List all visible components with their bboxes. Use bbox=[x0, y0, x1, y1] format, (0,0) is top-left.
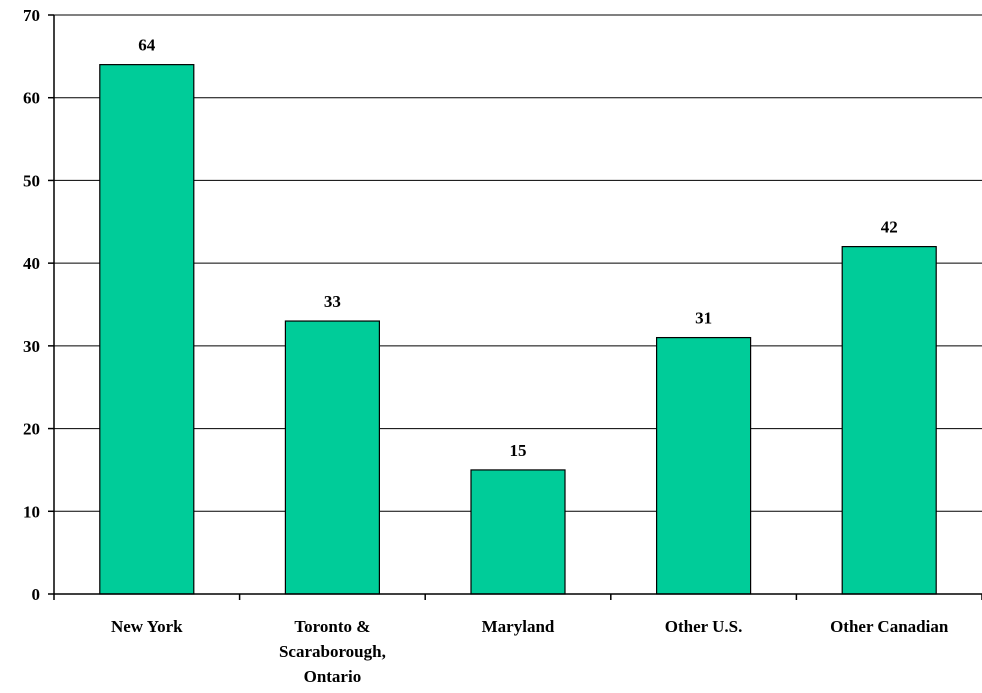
data-label: 33 bbox=[324, 292, 341, 311]
y-tick-label: 70 bbox=[23, 6, 40, 25]
bars bbox=[99, 64, 937, 595]
x-tick-label-line: Scaraborough, bbox=[279, 642, 386, 661]
x-tick-label-line: Maryland bbox=[482, 617, 555, 636]
x-tick-label-line: Ontario bbox=[304, 667, 362, 686]
y-tick-label: 30 bbox=[23, 337, 40, 356]
data-label: 64 bbox=[138, 36, 156, 55]
data-label: 31 bbox=[695, 309, 712, 328]
y-tick-label: 40 bbox=[23, 254, 40, 273]
gridlines bbox=[54, 14, 982, 512]
x-tick-label: Other Canadian bbox=[830, 617, 949, 636]
x-tick-label: Other U.S. bbox=[665, 617, 743, 636]
bar bbox=[99, 64, 195, 595]
bar bbox=[470, 469, 566, 595]
bar bbox=[655, 336, 752, 595]
x-tick-label: Maryland bbox=[482, 617, 555, 636]
x-tick-label: New York bbox=[111, 617, 183, 636]
x-tick-label-line: Other U.S. bbox=[665, 617, 743, 636]
y-tick-label: 20 bbox=[23, 420, 40, 439]
x-tick-label-line: Other Canadian bbox=[830, 617, 949, 636]
x-tick-label-line: Toronto & bbox=[294, 617, 370, 636]
y-tick-label: 10 bbox=[23, 502, 40, 521]
labels: 0 10 20 30 40 50 60 70 64 New York 33 Toronto & Scar… bbox=[23, 6, 949, 686]
y-tick-label: 50 bbox=[23, 171, 40, 190]
data-label: 15 bbox=[510, 441, 527, 460]
x-tick-label: Toronto & Scaraborough, Ontario bbox=[279, 617, 386, 686]
y-tick-label: 60 bbox=[23, 89, 40, 108]
bar bbox=[841, 246, 937, 595]
x-tick-label-line: New York bbox=[111, 617, 183, 636]
data-label: 42 bbox=[881, 218, 898, 237]
bar bbox=[284, 320, 380, 595]
y-tick-label: 0 bbox=[32, 585, 41, 604]
axes bbox=[48, 14, 982, 600]
